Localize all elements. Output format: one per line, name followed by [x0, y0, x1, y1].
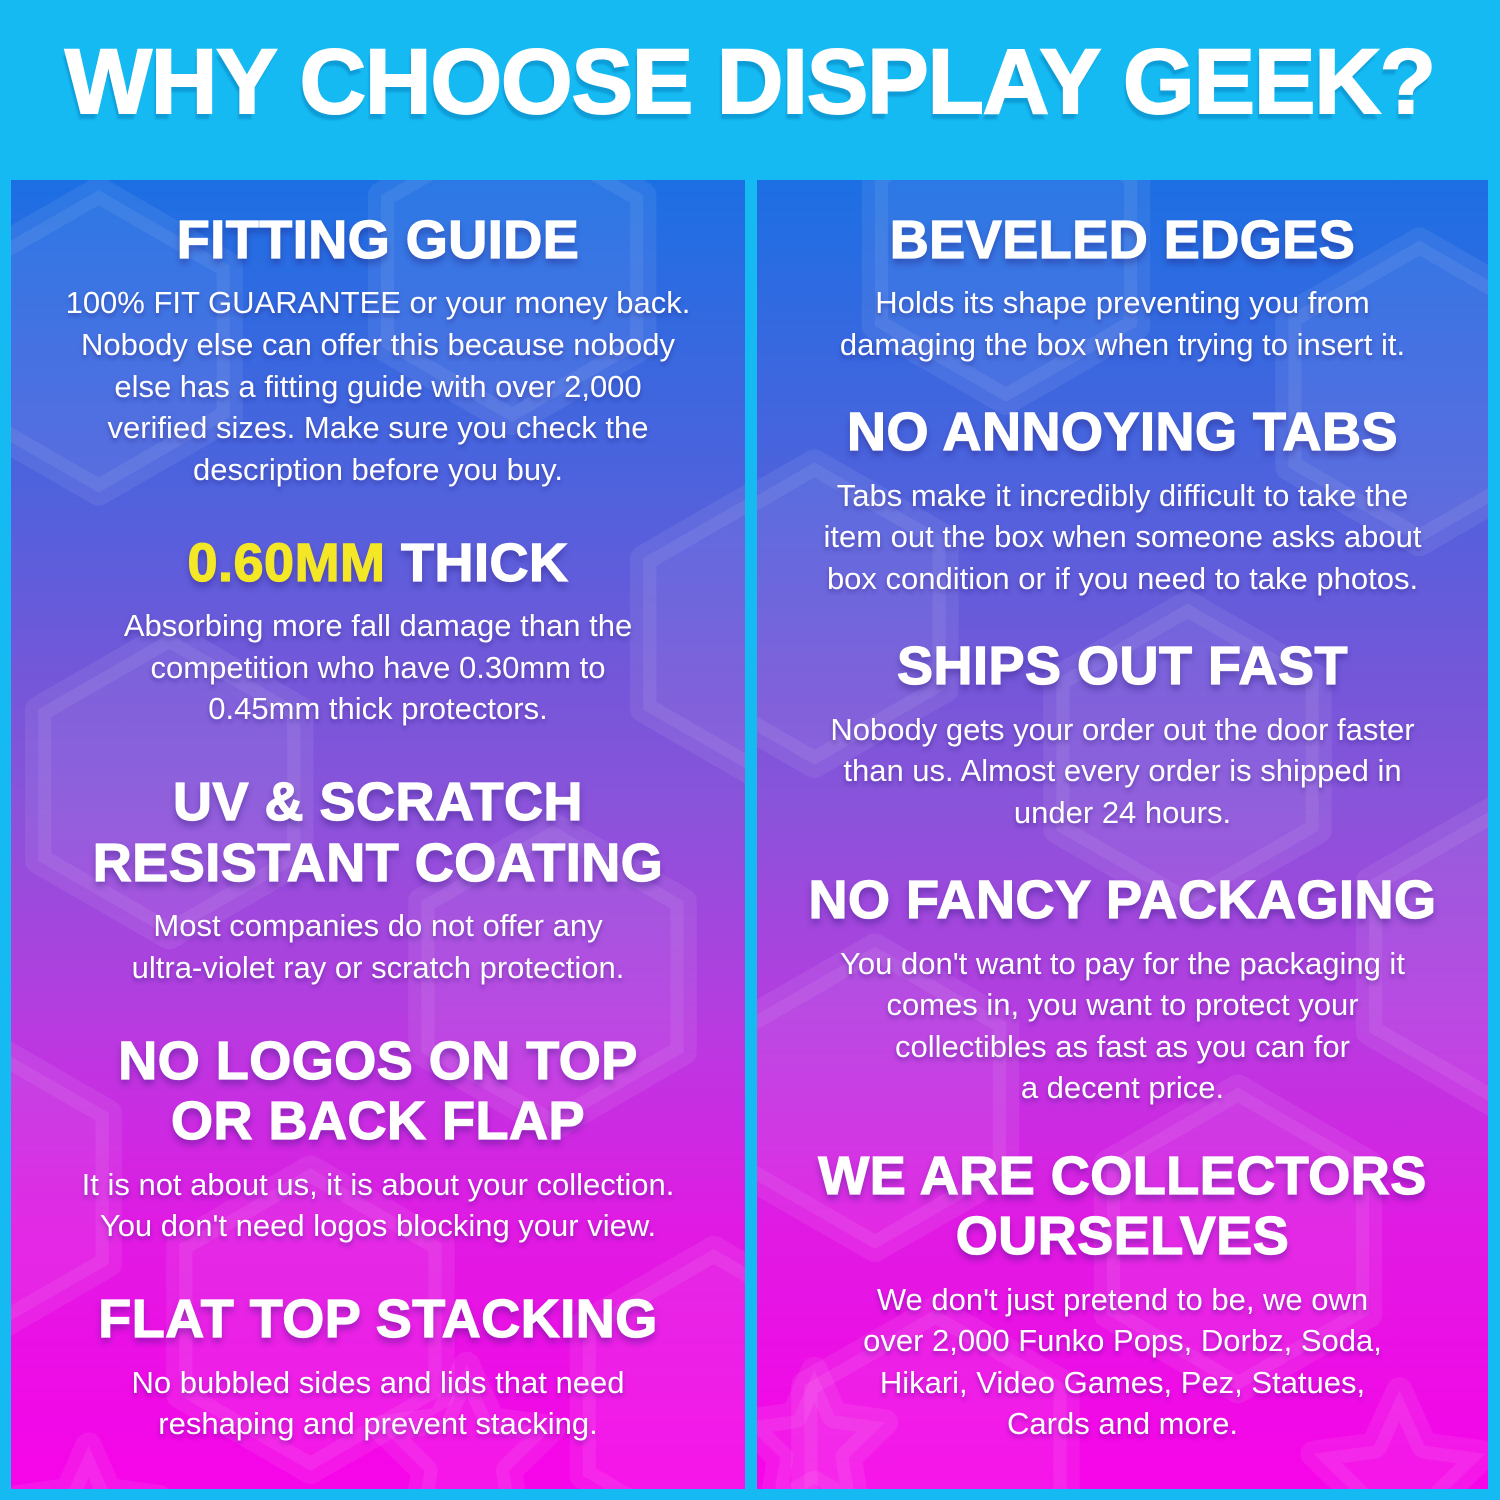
left-panel-content: FITTING GUIDE 100% FIT GUARANTEE or your…: [11, 180, 745, 1489]
left-panel: FITTING GUIDE 100% FIT GUARANTEE or your…: [11, 180, 745, 1489]
section-uv-scratch-coating: UV & SCRATCH RESISTANT COATING Most comp…: [25, 772, 731, 988]
section-body: It is not about us, it is about your col…: [81, 1166, 675, 1244]
section-flat-top-stacking: FLAT TOP STACKING No bubbled sides and l…: [25, 1289, 731, 1445]
section-body: 100% FIT GUARANTEE or your money back. N…: [65, 285, 691, 487]
section-body: Most companies do not offer any ultra-vi…: [131, 908, 625, 985]
section-heading: NO LOGOS ON TOP OR BACK FLAP: [118, 1030, 638, 1152]
section-heading: NO FANCY PACKAGING: [808, 870, 1437, 931]
section-beveled-edges: BEVELED EDGES Holds its shape preventing…: [771, 209, 1474, 366]
section-thickness: 0.60MM THICK Absorbing more fall damage …: [25, 532, 731, 730]
section-body: We don't just pretend to be, we own over…: [863, 1281, 1382, 1442]
section-heading: SHIPS OUT FAST: [896, 636, 1349, 697]
section-no-logos: NO LOGOS ON TOP OR BACK FLAP It is not a…: [25, 1030, 731, 1247]
thickness-label: THICK: [385, 532, 569, 593]
section-heading: NO ANNOYING TABS: [846, 402, 1398, 463]
section-we-are-collectors: WE ARE COLLECTORS OURSELVES We don't jus…: [771, 1145, 1474, 1445]
section-body: Tabs make it incredibly difficult to tak…: [823, 477, 1422, 596]
right-panel: BEVELED EDGES Holds its shape preventing…: [757, 180, 1488, 1489]
section-no-fancy-packaging: NO FANCY PACKAGING You don't want to pay…: [771, 870, 1474, 1109]
section-heading: FLAT TOP STACKING: [98, 1289, 658, 1350]
page-title: WHY CHOOSE DISPLAY GEEK?: [64, 30, 1437, 134]
section-fitting-guide: FITTING GUIDE 100% FIT GUARANTEE or your…: [25, 209, 731, 490]
section-heading: 0.60MM THICK: [25, 532, 731, 593]
section-heading: FITTING GUIDE: [176, 209, 580, 270]
section-body: You don't want to pay for the packaging …: [840, 945, 1405, 1106]
thickness-value-highlight: 0.60MM: [187, 532, 386, 593]
right-panel-content: BEVELED EDGES Holds its shape preventing…: [757, 180, 1488, 1489]
section-ships-out-fast: SHIPS OUT FAST Nobody gets your order ou…: [771, 636, 1474, 833]
section-heading: BEVELED EDGES: [889, 209, 1356, 270]
section-no-annoying-tabs: NO ANNOYING TABS Tabs make it incredibly…: [771, 402, 1474, 599]
section-body: No bubbled sides and lids that need resh…: [131, 1364, 625, 1442]
section-body: Absorbing more fall damage than the comp…: [123, 608, 633, 727]
section-body: Holds its shape preventing you from dama…: [839, 285, 1406, 362]
section-heading: UV & SCRATCH RESISTANT COATING: [92, 772, 664, 894]
section-body: Nobody gets your order out the door fast…: [830, 711, 1415, 830]
section-heading: WE ARE COLLECTORS OURSELVES: [818, 1145, 1427, 1267]
